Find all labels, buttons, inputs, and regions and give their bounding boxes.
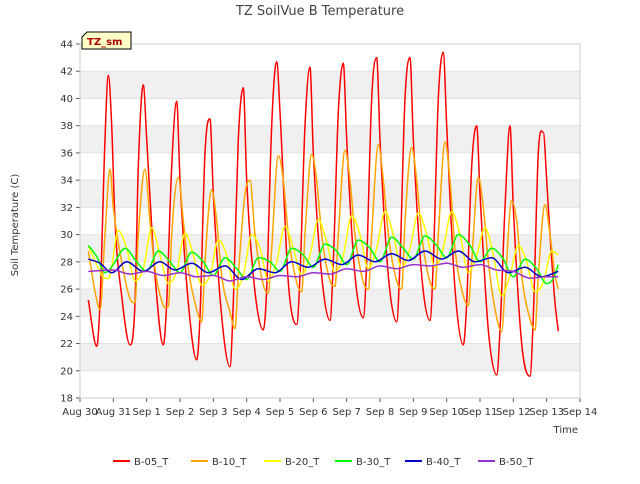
series-line-b-10-t — [87, 141, 560, 333]
background-band — [80, 71, 580, 99]
x-axis-label: Time — [553, 425, 578, 436]
plot-frame — [79, 43, 581, 399]
x-tick-label: Sep 5 — [266, 407, 294, 418]
legend: B-05_T B-10_T B-20_T B-30_T B-40_T B-50_T — [113, 457, 534, 468]
y-tick-label: 44 — [60, 40, 73, 51]
y-tick-label: 18 — [60, 394, 73, 405]
x-tick-label: Sep 1 — [132, 407, 160, 418]
chart-title: TZ SoilVue B Temperature — [235, 4, 404, 19]
x-tick-label: Sep 10 — [429, 407, 464, 418]
y-tick-label: 40 — [60, 94, 73, 105]
y-tick-label: 34 — [60, 176, 73, 187]
legend-label: B-30_T — [356, 457, 391, 468]
x-tick-label: Sep 6 — [299, 407, 327, 418]
x-tick-label: Sep 11 — [463, 407, 498, 418]
x-tick-label: Sep 8 — [366, 407, 394, 418]
x-tick-label: Sep 2 — [166, 407, 194, 418]
x-tick-label: Sep 13 — [529, 407, 564, 418]
y-tick-label: 30 — [60, 230, 73, 241]
x-tick-label: Sep 9 — [399, 407, 427, 418]
x-tick-label: Aug 30 — [62, 407, 97, 418]
x-tick-label: Aug 31 — [96, 407, 131, 418]
legend-label: B-10_T — [212, 457, 247, 468]
site-badge: TZ_sm — [81, 31, 132, 50]
y-axis-label: Soil Temperature (C) — [10, 174, 21, 277]
site-badge-label: TZ_sm — [87, 37, 122, 48]
x-tick-label: Sep 3 — [199, 407, 227, 418]
series-line-b-20-t — [87, 210, 559, 297]
y-tick-label: 22 — [60, 339, 73, 350]
background-band — [80, 180, 580, 208]
x-tick-label: Sep 4 — [232, 407, 260, 418]
legend-label: B-40_T — [426, 457, 461, 468]
legend-label: B-50_T — [499, 457, 534, 468]
legend-label: B-05_T — [134, 457, 169, 468]
background-band — [80, 343, 580, 371]
y-tick-label: 38 — [60, 121, 73, 132]
y-tick-label: 20 — [60, 366, 73, 377]
y-tick-label: 24 — [60, 312, 73, 323]
x-tick-label: Sep 14 — [563, 407, 598, 418]
y-tick-label: 32 — [60, 203, 73, 214]
series-line-b-40-t — [88, 250, 559, 281]
y-tick-label: 26 — [60, 285, 73, 296]
series-line-b-05-t — [87, 51, 560, 377]
y-tick-label: 36 — [60, 148, 73, 159]
series-line-b-30-t — [87, 233, 560, 285]
background-band — [80, 289, 580, 317]
background-band — [80, 125, 580, 153]
y-tick-label: 28 — [60, 257, 73, 268]
x-tick-label: Sep 7 — [332, 407, 360, 418]
plot-area — [80, 44, 580, 398]
y-tick-label: 42 — [60, 67, 73, 78]
x-tick-label: Sep 12 — [496, 407, 531, 418]
legend-label: B-20_T — [285, 457, 320, 468]
series-line-b-50-t — [88, 262, 559, 282]
